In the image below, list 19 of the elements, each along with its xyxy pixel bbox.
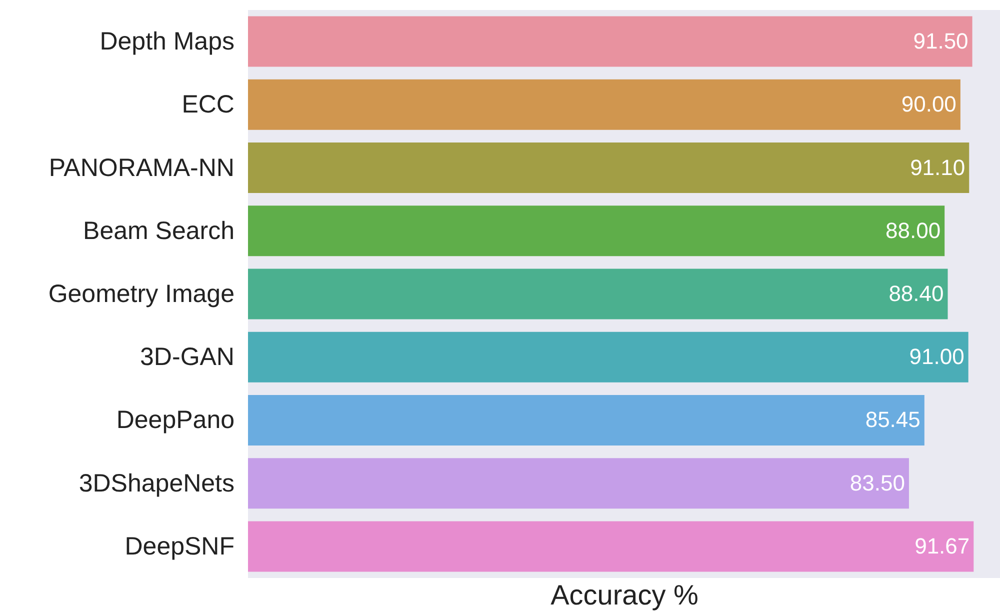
data-label: 91.10 — [910, 154, 966, 180]
data-label: 90.00 — [901, 92, 956, 117]
data-label: 91.50 — [913, 28, 968, 54]
y-tick-label: PANORAMA-NN — [48, 154, 234, 182]
y-tick-label: Geometry Image — [48, 280, 234, 308]
y-tick-label: 3D-GAN — [140, 343, 234, 372]
data-label: 83.50 — [850, 470, 905, 496]
x-axis-title: Accuracy % — [550, 580, 698, 610]
data-label: 88.40 — [888, 281, 944, 306]
y-tick-label: Depth Maps — [100, 28, 234, 56]
data-label: 91.67 — [914, 533, 970, 558]
data-label: 85.45 — [865, 407, 920, 432]
y-tick-label: DeepPano — [116, 406, 234, 434]
y-tick-label: ECC — [182, 90, 234, 119]
y-tick-label: Beam Search — [83, 216, 234, 245]
y-tick-label: 3DShapeNets — [78, 469, 234, 498]
data-label: 88.00 — [886, 218, 941, 243]
data-label: 91.00 — [909, 344, 964, 370]
y-tick-label: DeepSNF — [124, 532, 234, 560]
